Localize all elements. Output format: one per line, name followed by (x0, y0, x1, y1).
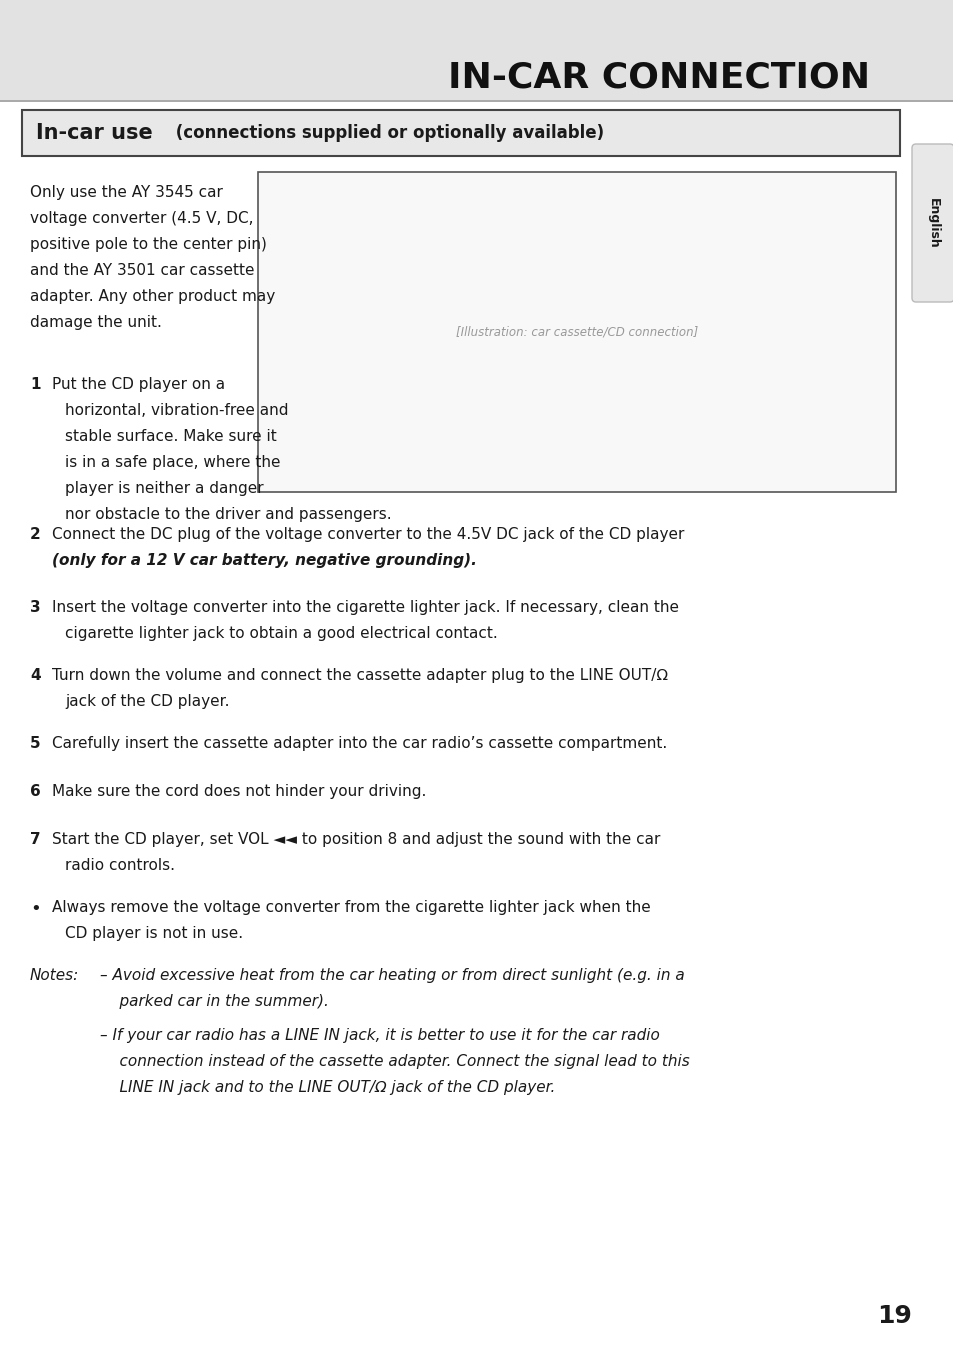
Text: adapter. Any other product may: adapter. Any other product may (30, 289, 275, 304)
Text: 6: 6 (30, 783, 41, 800)
Text: Make sure the cord does not hinder your driving.: Make sure the cord does not hinder your … (52, 783, 426, 800)
Text: 2: 2 (30, 528, 41, 542)
Text: positive pole to the center pin): positive pole to the center pin) (30, 237, 267, 252)
Text: CD player is not in use.: CD player is not in use. (65, 926, 243, 941)
Text: Insert the voltage converter into the cigarette lighter jack. If necessary, clea: Insert the voltage converter into the ci… (52, 600, 679, 615)
Text: 7: 7 (30, 832, 41, 847)
Text: Start the CD player, set VOL ◄◄ to position 8 and adjust the sound with the car: Start the CD player, set VOL ◄◄ to posit… (52, 832, 659, 847)
Text: In-car use: In-car use (36, 122, 152, 143)
Text: damage the unit.: damage the unit. (30, 315, 162, 330)
Text: player is neither a danger: player is neither a danger (65, 481, 263, 495)
Text: nor obstacle to the driver and passengers.: nor obstacle to the driver and passenger… (65, 507, 392, 522)
Text: – Avoid excessive heat from the car heating or from direct sunlight (e.g. in a: – Avoid excessive heat from the car heat… (100, 968, 684, 983)
Text: Carefully insert the cassette adapter into the car radio’s cassette compartment.: Carefully insert the cassette adapter in… (52, 736, 666, 751)
Text: English: English (925, 198, 939, 249)
Text: is in a safe place, where the: is in a safe place, where the (65, 455, 280, 470)
Text: Connect the DC plug of the voltage converter to the 4.5V DC jack of the CD playe: Connect the DC plug of the voltage conve… (52, 528, 683, 542)
Text: 19: 19 (877, 1304, 911, 1329)
Text: Always remove the voltage converter from the cigarette lighter jack when the: Always remove the voltage converter from… (52, 900, 650, 915)
Text: connection instead of the cassette adapter. Connect the signal lead to this: connection instead of the cassette adapt… (100, 1054, 689, 1069)
Text: voltage converter (4.5 V, DC,: voltage converter (4.5 V, DC, (30, 211, 253, 226)
Text: parked car in the summer).: parked car in the summer). (100, 993, 329, 1010)
FancyBboxPatch shape (22, 110, 899, 156)
Text: 4: 4 (30, 668, 41, 682)
Bar (257, 172, 895, 493)
Text: •: • (30, 900, 41, 918)
Text: horizontal, vibration-free and: horizontal, vibration-free and (65, 402, 288, 419)
Text: LINE IN jack and to the LINE OUT/Ω jack of the CD player.: LINE IN jack and to the LINE OUT/Ω jack … (100, 1079, 555, 1096)
Text: cigarette lighter jack to obtain a good electrical contact.: cigarette lighter jack to obtain a good … (65, 626, 497, 641)
Text: 3: 3 (30, 600, 41, 615)
Text: – If your car radio has a LINE IN jack, it is better to use it for the car radio: – If your car radio has a LINE IN jack, … (100, 1028, 659, 1043)
Text: radio controls.: radio controls. (65, 857, 174, 874)
Text: (connections supplied or optionally available): (connections supplied or optionally avai… (170, 124, 603, 141)
Text: jack of the CD player.: jack of the CD player. (65, 695, 230, 709)
FancyBboxPatch shape (911, 144, 953, 302)
Text: 5: 5 (30, 736, 41, 751)
Text: IN-CAR CONNECTION: IN-CAR CONNECTION (447, 61, 869, 96)
Text: 1: 1 (30, 377, 40, 392)
Bar (0, 0, 953, 100)
Text: Notes:: Notes: (30, 968, 79, 983)
Text: Put the CD player on a: Put the CD player on a (52, 377, 225, 392)
Text: [Illustration: car cassette/CD connection]: [Illustration: car cassette/CD connectio… (456, 326, 698, 338)
Text: and the AY 3501 car cassette: and the AY 3501 car cassette (30, 262, 254, 279)
Text: Turn down the volume and connect the cassette adapter plug to the LINE OUT/Ω: Turn down the volume and connect the cas… (52, 668, 667, 682)
Text: stable surface. Make sure it: stable surface. Make sure it (65, 429, 276, 444)
Text: Only use the AY 3545 car: Only use the AY 3545 car (30, 184, 223, 201)
Bar (0, 100, 953, 102)
Text: (only for a 12 V car battery, negative grounding).: (only for a 12 V car battery, negative g… (52, 553, 476, 568)
